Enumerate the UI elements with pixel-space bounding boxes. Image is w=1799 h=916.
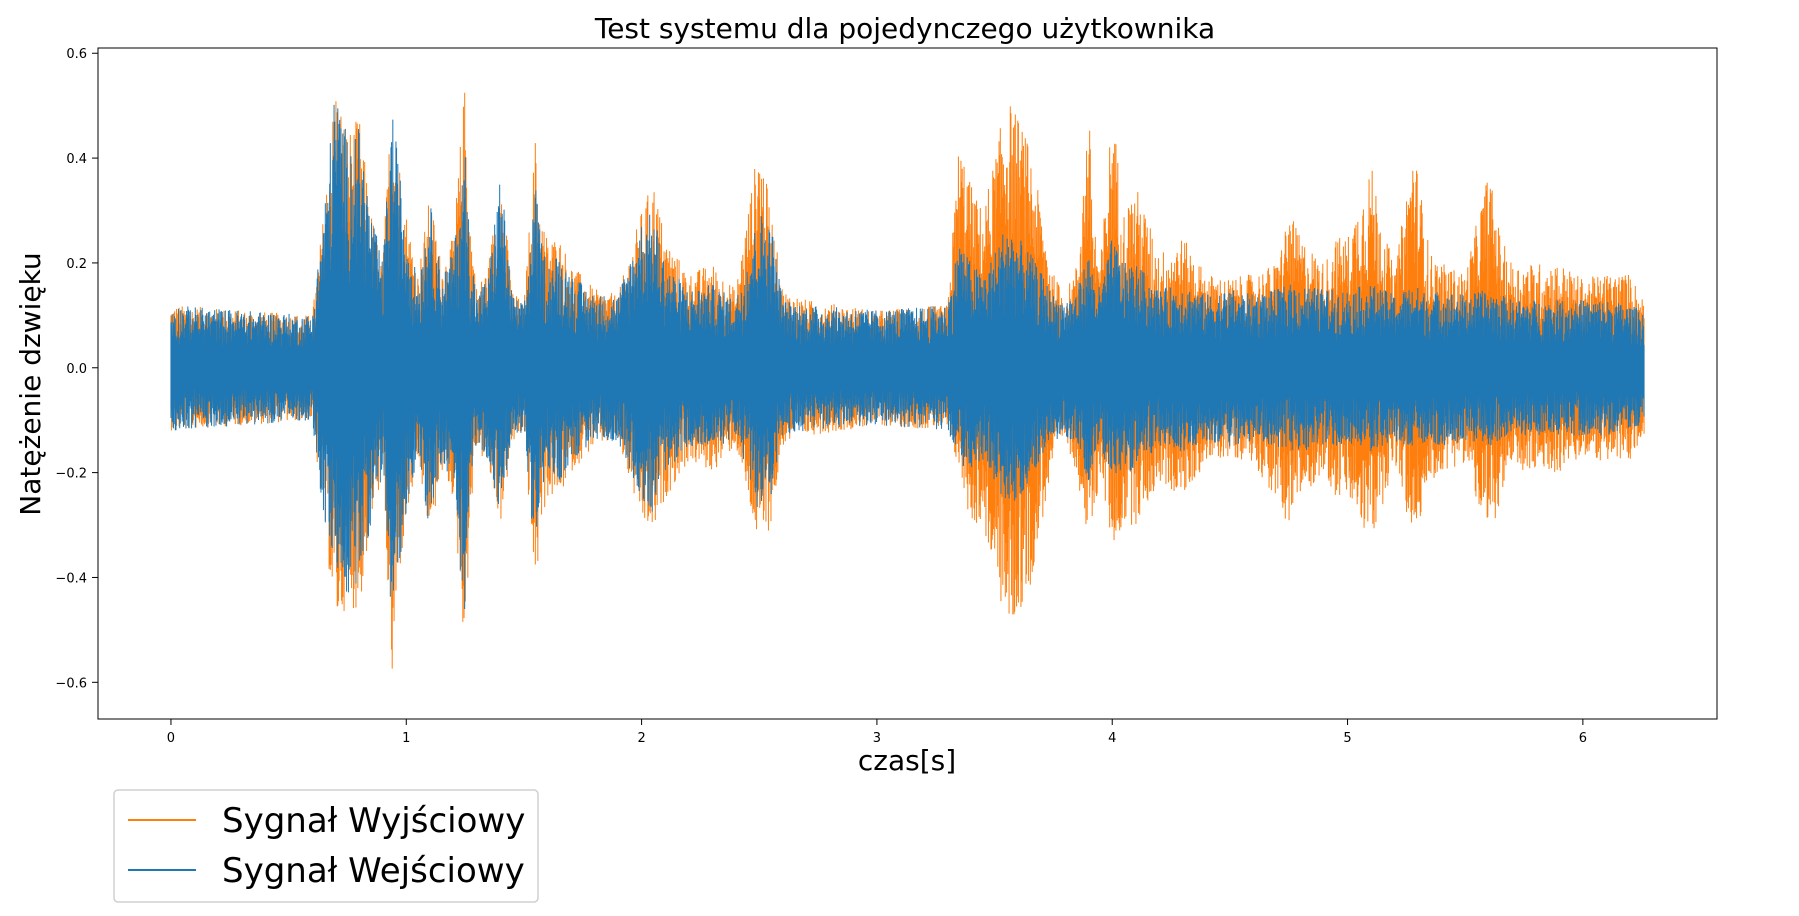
x-tick-label: 2	[637, 731, 645, 746]
x-tick-label: 3	[873, 731, 881, 746]
x-tick-label: 4	[1108, 731, 1116, 746]
y-tick-label: −0.4	[55, 571, 87, 586]
y-axis-label: Natężenie dzwięku	[14, 252, 47, 515]
y-tick-label: −0.2	[55, 467, 87, 482]
plot-frame	[97, 47, 1718, 720]
y-tick-label: −0.6	[55, 676, 87, 691]
x-tick-label: 0	[167, 731, 175, 746]
x-tick-label: 1	[402, 731, 410, 746]
y-tick-label: 0.4	[66, 152, 87, 167]
y-axis-ticks: −0.6 −0.4 −0.2 0.0 0.2 0.4 0.6	[55, 47, 98, 691]
series-line-input	[170, 104, 1645, 610]
legend-label-input: Sygnał Wejściowy	[222, 851, 525, 891]
y-tick-label: 0.6	[66, 47, 87, 62]
legend: Sygnał Wyjściowy Sygnał Wejściowy	[113, 789, 539, 903]
x-axis-ticks: 0 1 2 3 4 5 6	[167, 719, 1587, 746]
x-axis-label: czas[s]	[858, 744, 956, 777]
legend-box	[113, 789, 539, 903]
legend-label-output: Sygnał Wyjściowy	[222, 801, 525, 841]
y-tick-label: 0.2	[66, 257, 87, 272]
y-tick-label: 0.0	[66, 362, 87, 377]
series-layer	[170, 92, 1645, 669]
x-tick-label: 5	[1343, 731, 1351, 746]
chart-title: Test systemu dla pojedynczego użytkownik…	[594, 12, 1215, 45]
x-tick-label: 6	[1579, 731, 1587, 746]
